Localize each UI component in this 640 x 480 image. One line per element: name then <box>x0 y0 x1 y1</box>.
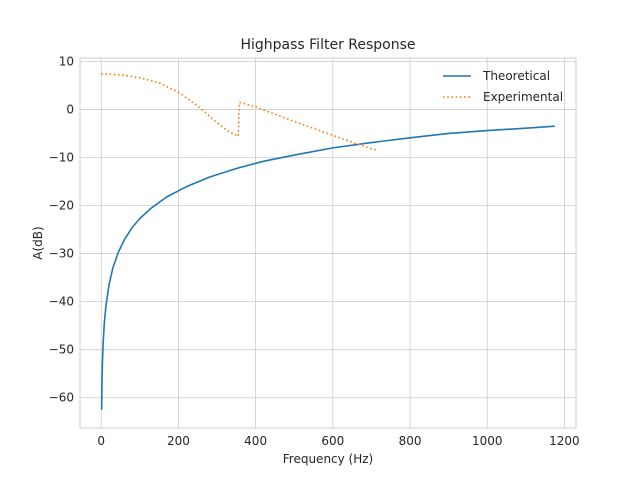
y-tick-label: −60 <box>49 391 74 405</box>
y-tick-labels: 10 0 −10 −20 −30 −40 −50 −60 <box>49 54 74 404</box>
series-line-experimental <box>101 73 378 152</box>
plot-area <box>80 58 576 428</box>
legend-label-theoretical: Theoretical <box>482 69 550 83</box>
x-tick-label: 1200 <box>549 434 580 448</box>
x-tick-label: 200 <box>167 434 190 448</box>
x-tick-label: 400 <box>244 434 267 448</box>
y-axis-label: A(dB) <box>31 226 45 259</box>
y-tick-label: −10 <box>49 150 74 164</box>
x-tick-labels: 0 200 400 600 800 1000 1200 <box>97 434 579 448</box>
series-line-theoretical <box>100 125 555 410</box>
y-tick-label: −20 <box>49 199 74 213</box>
x-tick-label: 800 <box>399 434 422 448</box>
y-tick-label: −40 <box>49 295 74 309</box>
legend-label-experimental: Experimental <box>483 90 563 104</box>
x-axis-label: Frequency (Hz) <box>283 452 374 466</box>
x-tick-label: 600 <box>321 434 344 448</box>
chart-title: Highpass Filter Response <box>240 37 415 53</box>
y-tick-label: −30 <box>49 247 74 261</box>
series-layer <box>100 73 555 410</box>
x-tick-label: 0 <box>97 434 105 448</box>
legend: Theoretical Experimental <box>443 69 563 104</box>
y-tick-label: 10 <box>59 54 74 68</box>
x-tick-label: 1000 <box>472 434 503 448</box>
grid <box>80 58 576 428</box>
y-tick-label: −50 <box>49 343 74 357</box>
plot-border <box>79 57 577 429</box>
y-tick-label: 0 <box>66 102 74 116</box>
